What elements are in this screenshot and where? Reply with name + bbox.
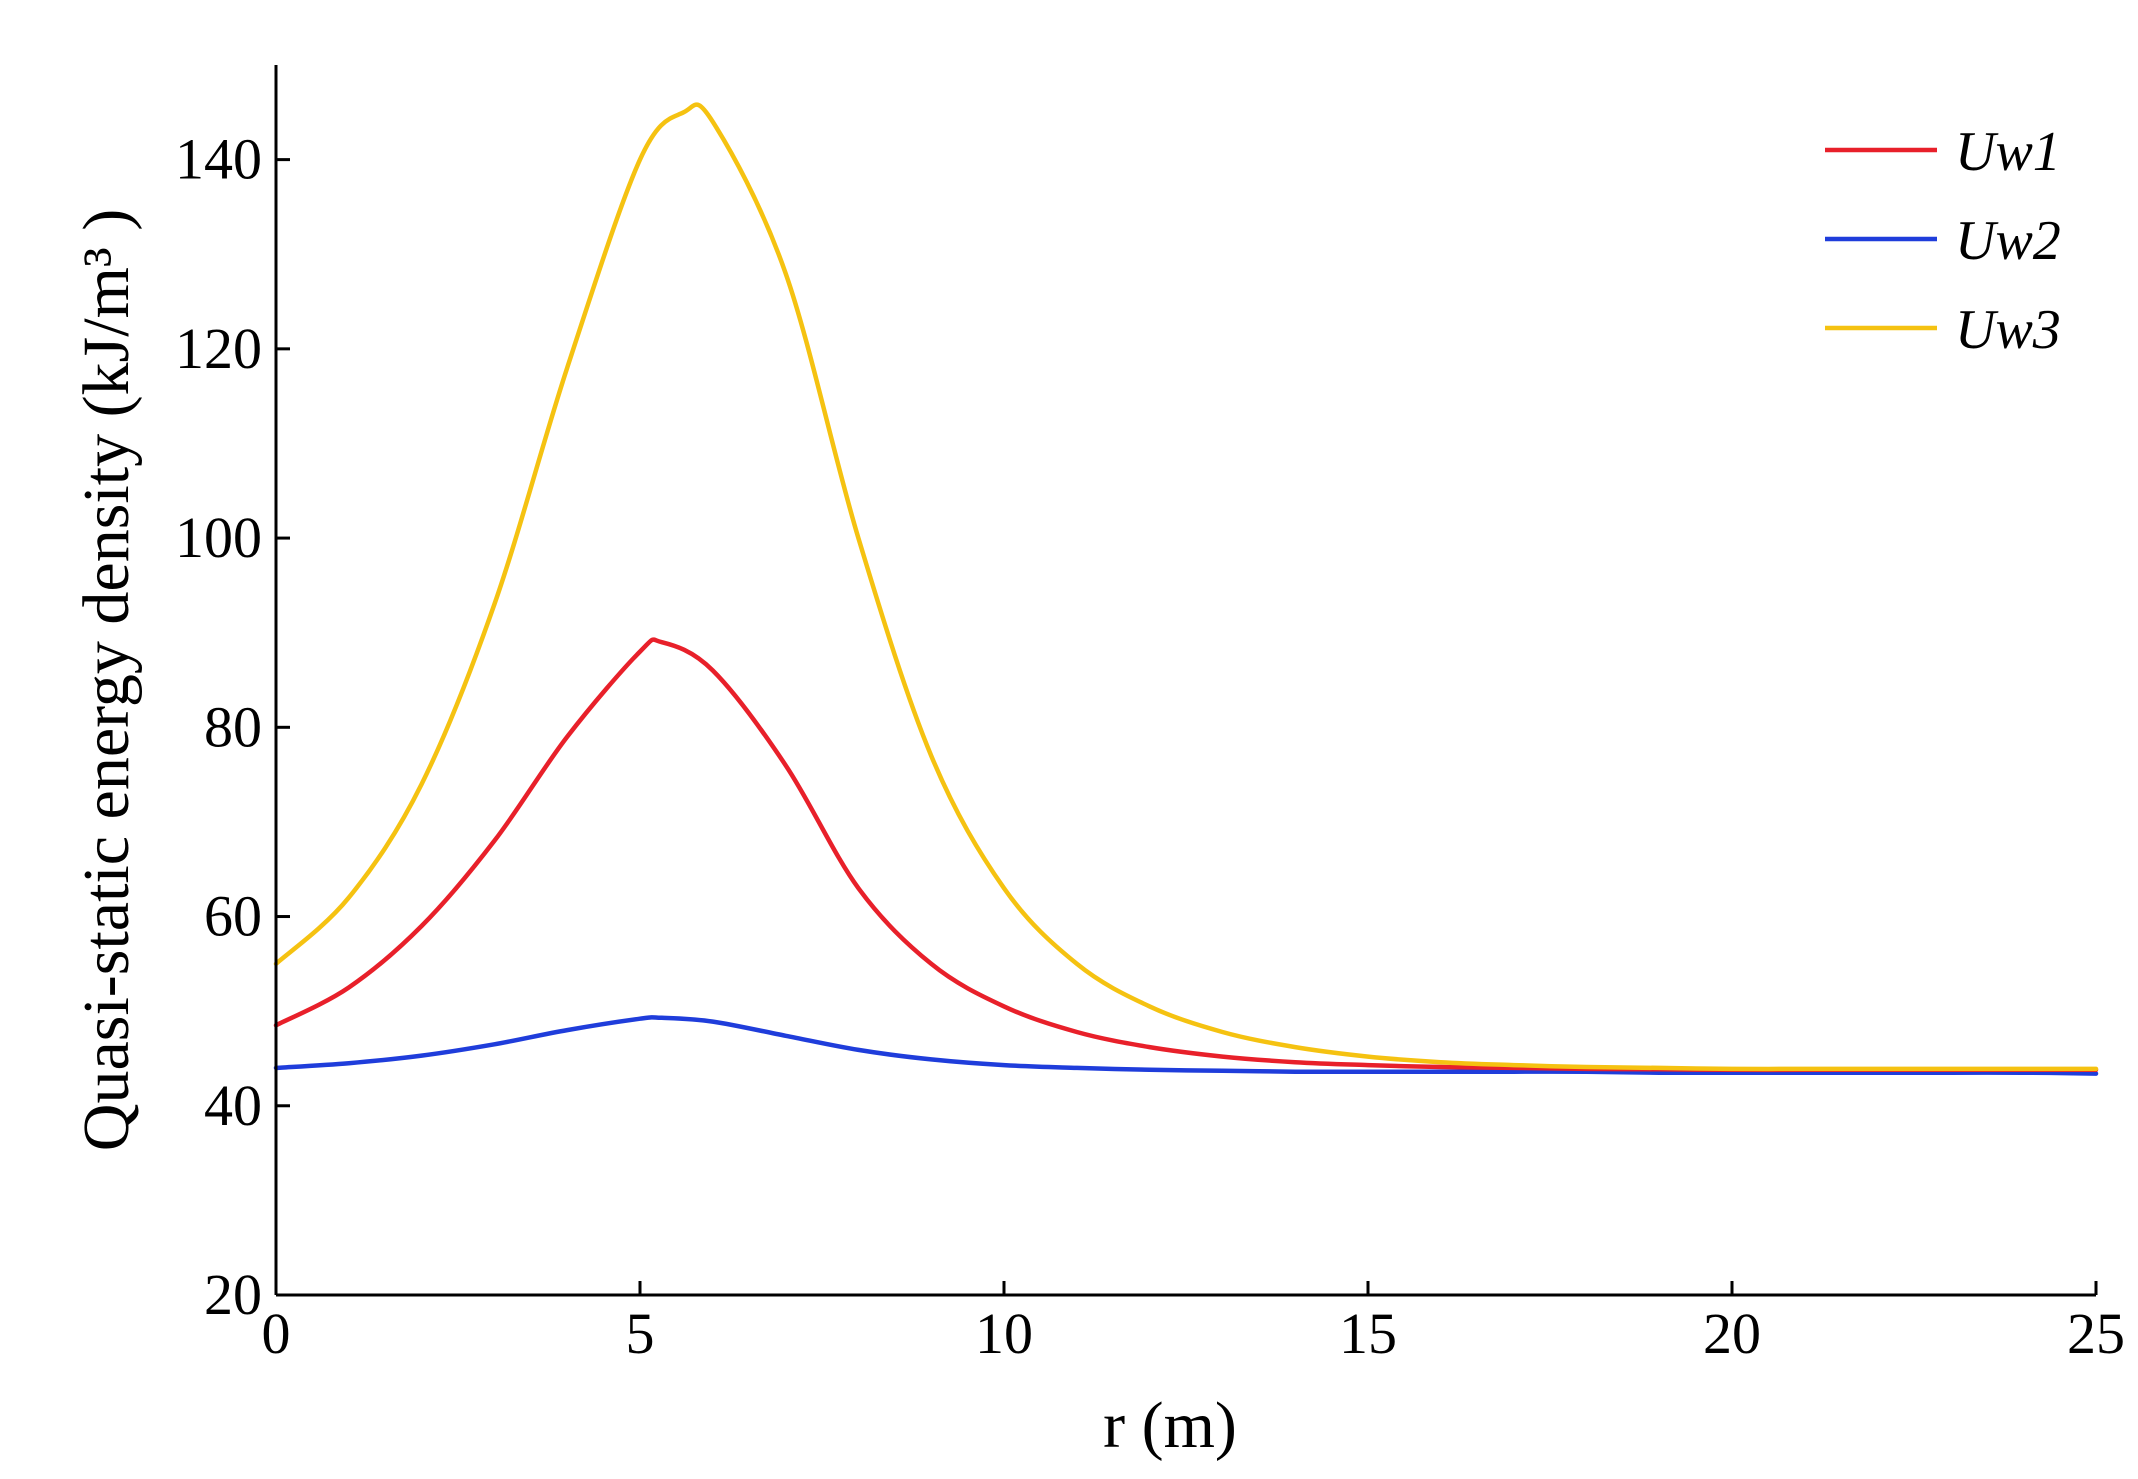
x-tick-label: 5 [626, 1301, 655, 1366]
legend-label-uw3: Uw3 [1955, 299, 2061, 361]
y-tick-label: 20 [204, 1262, 262, 1327]
x-tick-label: 15 [1339, 1301, 1397, 1366]
axes-layer [274, 65, 2096, 1297]
x-tick-label: 20 [1703, 1301, 1761, 1366]
x-tick-label: 0 [262, 1301, 291, 1366]
series-line-uw1 [273, 637, 2099, 1073]
y-tick-label: 120 [175, 316, 262, 381]
y-tick-label: 100 [175, 505, 262, 570]
y-tick-label: 80 [204, 694, 262, 759]
series-line-uw2 [273, 1015, 2099, 1076]
y-axis-title: Quasi-static energy density (kJ/m³ ) [70, 209, 143, 1151]
x-tick-label: 25 [2067, 1301, 2125, 1366]
y-tick-label: 60 [204, 884, 262, 949]
legend-label-uw1: Uw1 [1955, 121, 2061, 183]
y-tick-label: 140 [175, 127, 262, 192]
x-tick-label: 10 [975, 1301, 1033, 1366]
legend: Uw1 Uw2 Uw3 [1825, 121, 2061, 361]
series-layer [273, 102, 2099, 1076]
series-line-uw3 [273, 102, 2099, 1072]
ticks-layer: 0 5 10 15 20 25 20 40 60 80 100 120 140 [175, 127, 2125, 1366]
y-tick-label: 40 [204, 1073, 262, 1138]
legend-label-uw2: Uw2 [1955, 210, 2061, 272]
x-axis-title: r (m) [1103, 1389, 1237, 1462]
